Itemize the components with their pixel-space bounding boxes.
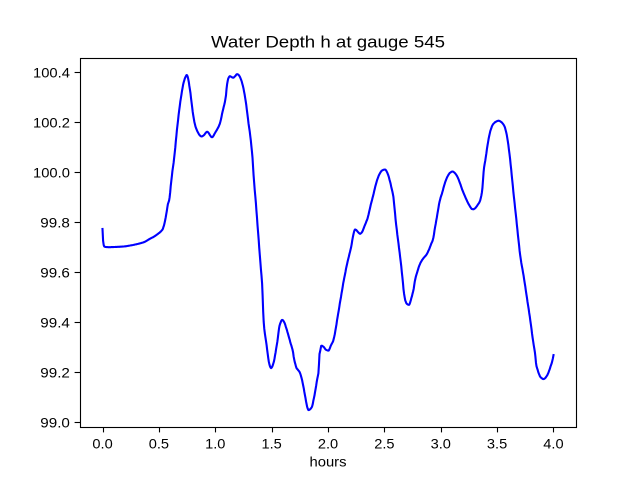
svg-text:Water Depth h at gauge 545: Water Depth h at gauge 545 xyxy=(211,32,445,51)
svg-text:99.8: 99.8 xyxy=(40,215,70,231)
svg-text:100.0: 100.0 xyxy=(33,165,70,181)
svg-text:0.5: 0.5 xyxy=(149,435,170,451)
svg-text:99.4: 99.4 xyxy=(40,315,70,331)
svg-text:2.0: 2.0 xyxy=(318,435,339,451)
svg-text:3.5: 3.5 xyxy=(487,435,508,451)
svg-text:2.5: 2.5 xyxy=(374,435,395,451)
svg-text:3.0: 3.0 xyxy=(431,435,452,451)
svg-text:hours: hours xyxy=(310,454,347,470)
svg-text:1.0: 1.0 xyxy=(205,435,226,451)
svg-text:99.6: 99.6 xyxy=(40,265,70,281)
svg-text:0.0: 0.0 xyxy=(92,435,113,451)
svg-text:99.0: 99.0 xyxy=(40,415,70,431)
svg-text:99.2: 99.2 xyxy=(40,365,70,381)
svg-text:100.2: 100.2 xyxy=(33,115,70,131)
svg-text:4.0: 4.0 xyxy=(543,435,564,451)
svg-text:1.5: 1.5 xyxy=(261,435,282,451)
svg-text:100.4: 100.4 xyxy=(33,65,70,81)
